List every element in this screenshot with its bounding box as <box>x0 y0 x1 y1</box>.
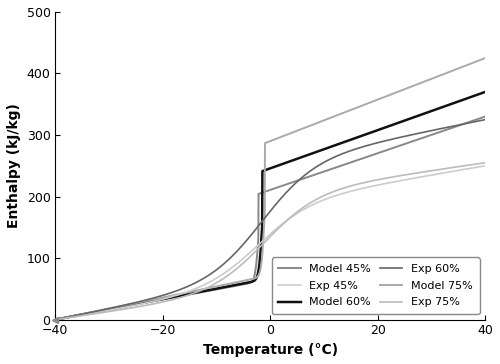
Legend: Model 45%, Exp 45%, Model 60%, Exp 60%, Model 75%, Exp 75%: Model 45%, Exp 45%, Model 60%, Exp 60%, … <box>272 257 480 314</box>
Y-axis label: Enthalpy (kJ/kg): Enthalpy (kJ/kg) <box>7 103 21 228</box>
X-axis label: Temperature (°C): Temperature (°C) <box>202 343 338 357</box>
